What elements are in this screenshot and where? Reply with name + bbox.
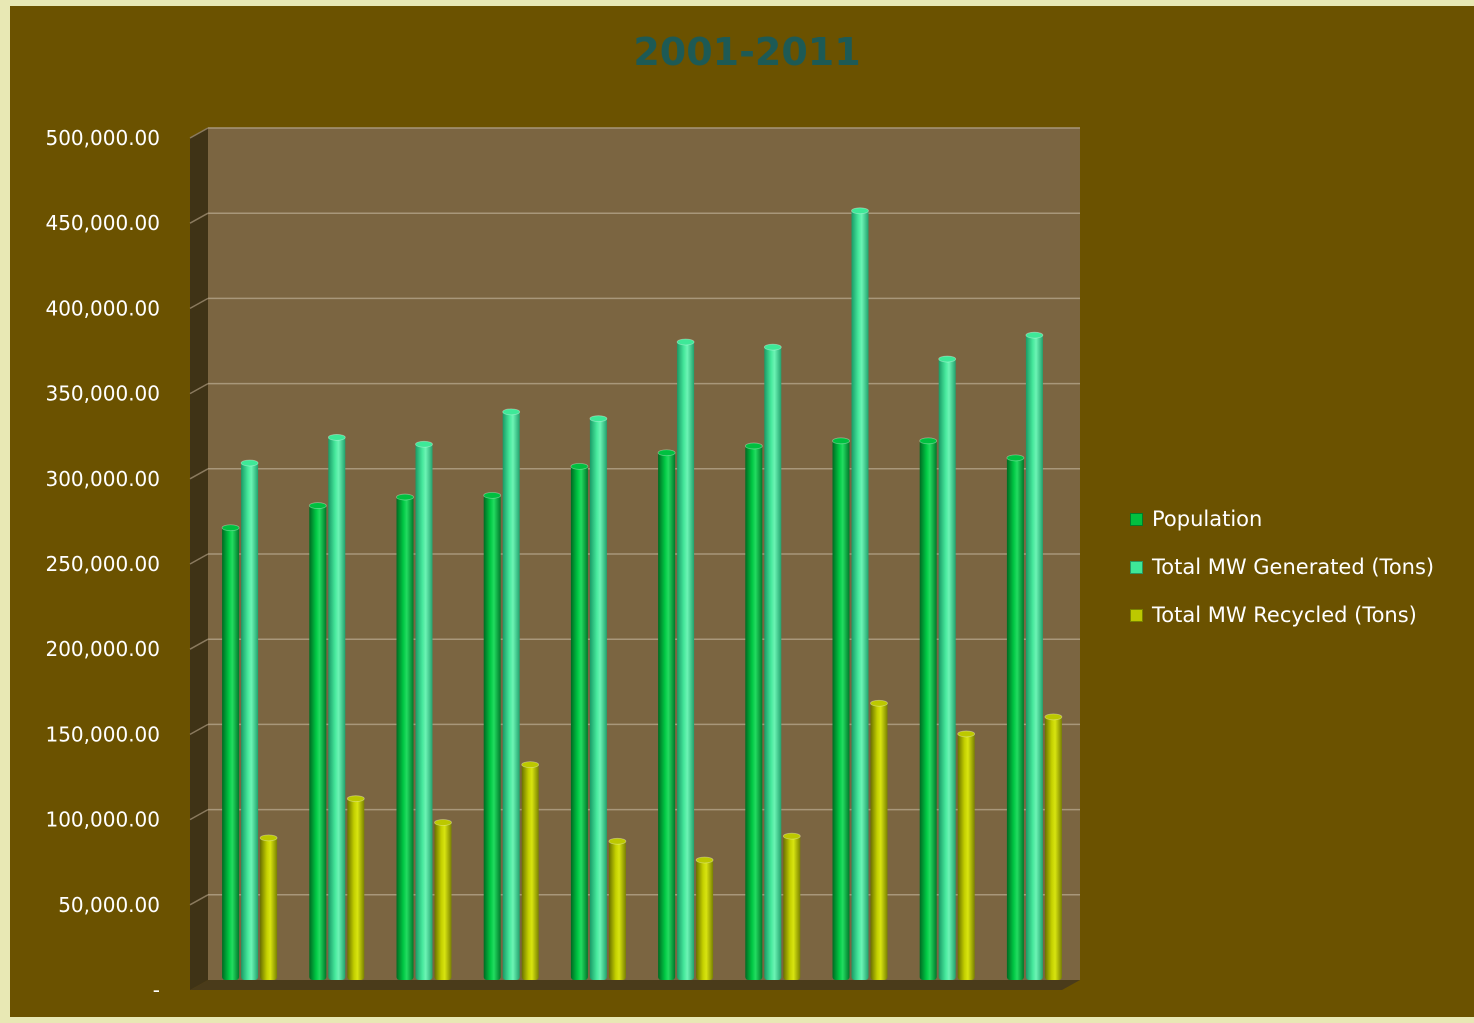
y-tick-label: 150,000.00 [45, 722, 160, 746]
bar [763, 343, 782, 980]
legend-item: Total MW Generated (Tons) [1130, 543, 1434, 591]
gridline-side [189, 553, 209, 565]
y-tick-label: 300,000.00 [45, 467, 160, 491]
y-tick-label: 50,000.00 [58, 893, 160, 917]
bar [938, 355, 957, 980]
gridline-side [189, 723, 209, 736]
legend-swatch [1130, 560, 1143, 574]
bar [1044, 713, 1063, 980]
bar [521, 761, 540, 980]
y-tick-label: - [153, 978, 160, 1002]
legend-label: Population [1152, 507, 1263, 531]
bar [221, 524, 240, 980]
bar [608, 837, 627, 980]
bar [415, 440, 433, 980]
y-tick-label: 400,000.00 [45, 296, 160, 320]
bar [1006, 454, 1025, 980]
gridline-side [189, 382, 209, 395]
plot-floor [190, 980, 1080, 990]
bar [570, 462, 589, 981]
bar [919, 437, 938, 980]
legend-item: Total MW Recycled (Tons) [1130, 591, 1434, 639]
gridline-side [189, 808, 209, 821]
y-tick-label: 450,000.00 [45, 211, 160, 235]
bar [396, 493, 414, 980]
y-tick-label: 350,000.00 [45, 382, 160, 406]
bar [346, 795, 365, 980]
bar [502, 408, 521, 980]
gridline-side [189, 468, 209, 480]
bar [483, 491, 502, 980]
gridline-side [189, 127, 209, 139]
y-tick-label: 500,000.00 [45, 126, 160, 150]
legend-item: Population [1130, 495, 1434, 543]
gridline-side [189, 212, 209, 224]
bar [327, 434, 346, 980]
bar [434, 819, 452, 980]
y-tick-label: 100,000.00 [45, 808, 160, 832]
bar [676, 338, 695, 980]
bar [240, 459, 259, 980]
bar [695, 856, 714, 980]
legend-label: Total MW Recycled (Tons) [1152, 603, 1417, 627]
bar [657, 449, 676, 980]
bar [782, 832, 801, 980]
bar [744, 442, 763, 981]
y-tick-label: 250,000.00 [45, 552, 160, 576]
bar [851, 207, 869, 981]
legend: Population Total MW Generated (Tons) Total… [1130, 495, 1434, 639]
bar [589, 415, 608, 980]
bar [259, 834, 278, 980]
bar [957, 730, 976, 980]
bar [832, 437, 850, 980]
bar [870, 699, 888, 980]
gridline-side [189, 638, 209, 650]
gridline-side [189, 894, 209, 906]
legend-swatch [1130, 512, 1143, 526]
legend-swatch [1130, 608, 1143, 622]
legend-label: Total MW Generated (Tons) [1152, 555, 1435, 579]
bar [1025, 331, 1044, 981]
bar [308, 502, 327, 980]
y-tick-label: 200,000.00 [45, 637, 160, 661]
chart-title: 2001-2011 [633, 30, 861, 74]
gridline-side [189, 297, 209, 310]
